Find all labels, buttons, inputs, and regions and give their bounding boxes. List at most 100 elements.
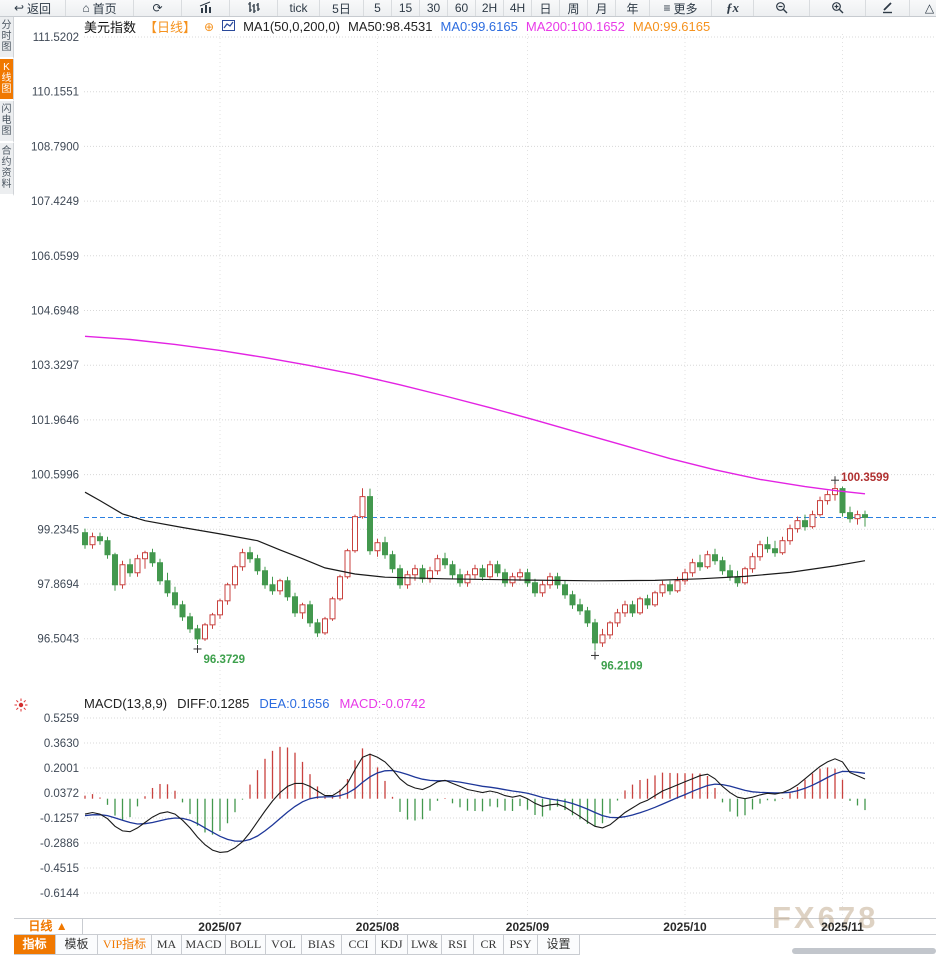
- timeframe-5-button-label: 5: [374, 1, 381, 15]
- timeframe-5d-button[interactable]: 5日: [320, 0, 364, 16]
- sidebar-tab-contract-info[interactable]: 合约资料: [0, 143, 14, 196]
- bar-chart-icon: [199, 1, 212, 16]
- svg-text:100.5996: 100.5996: [31, 470, 79, 482]
- indicator-tab-macd[interactable]: MACD: [182, 935, 226, 955]
- indicator-tab-vol[interactable]: VOL: [266, 935, 302, 955]
- ma-settings-label: MA1(50,0,200,0): [243, 19, 340, 34]
- zoom-out-icon: [775, 1, 788, 16]
- ma0-blue-value: MA0:99.6165: [440, 19, 518, 34]
- svg-text:0.3630: 0.3630: [44, 738, 79, 750]
- timeframe-week-button-label: 周: [567, 1, 580, 16]
- svg-text:108.7900: 108.7900: [31, 141, 79, 153]
- timeframe-2h-button[interactable]: 2H: [476, 0, 504, 16]
- indicator-tab-cr[interactable]: CR: [474, 935, 504, 955]
- back-button[interactable]: ↩ 返回: [0, 0, 66, 16]
- ma200-value: MA200:100.1652: [525, 19, 625, 34]
- home-button[interactable]: ⌂ 首页: [66, 0, 134, 16]
- ohlc-icon: [247, 1, 260, 16]
- indicator-tab-bias[interactable]: BIAS: [302, 935, 342, 955]
- more-button[interactable]: ≡ 更多: [650, 0, 712, 16]
- indicator-tab-kdj[interactable]: KDJ: [376, 935, 408, 955]
- timeframe-day-button[interactable]: 日: [532, 0, 560, 16]
- timeframe-tick-button[interactable]: tick: [278, 0, 320, 16]
- pencil-icon: [881, 1, 894, 16]
- timeframe-30-button[interactable]: 30: [420, 0, 448, 16]
- indicator-tab-indicators[interactable]: 指标: [14, 935, 56, 955]
- ma50-line: [84, 491, 866, 582]
- chart-type-bar-button[interactable]: [182, 0, 230, 16]
- timeframe-30-button-label: 30: [426, 1, 441, 15]
- add-overlay-icon[interactable]: ⊕: [204, 19, 215, 34]
- macd-diff-line: [84, 753, 866, 853]
- svg-text:0.5259: 0.5259: [44, 713, 79, 725]
- home-icon: ⌂: [82, 1, 90, 15]
- timeframe-year-button[interactable]: 年: [616, 0, 650, 16]
- macd-dea-line: [84, 769, 866, 842]
- timeframe-week-button[interactable]: 周: [560, 0, 588, 16]
- indicator-tab-settings[interactable]: 设置: [538, 935, 580, 955]
- period-tag: 【日线】: [144, 20, 197, 35]
- draw-button[interactable]: [866, 0, 910, 16]
- svg-text:0.0372: 0.0372: [44, 788, 79, 800]
- timeframe-tick-button-label: tick: [289, 1, 308, 15]
- svg-text:110.1551: 110.1551: [32, 87, 79, 99]
- refresh-icon: ⟳: [152, 1, 163, 15]
- indicator-tab-psy[interactable]: PSY: [504, 935, 538, 955]
- svg-text:101.9646: 101.9646: [31, 415, 79, 427]
- back-icon: ↩: [13, 1, 25, 15]
- timeframe-5-button[interactable]: 5: [364, 0, 392, 16]
- indicator-tab-ma[interactable]: MA: [152, 935, 182, 955]
- timeframe-60-button-label: 60: [454, 1, 469, 15]
- indicator-toolbar: 指标 模板 VIP指标 MA MACD BOLL VOL BIAS CCI KDJ LW& RSI CR…: [14, 935, 580, 955]
- indicator-tab-rsi[interactable]: RSI: [442, 935, 474, 955]
- chart-header: 美元指数 【日线】 ⊕ MA1(50,0,200,0) MA50:98.4531…: [84, 19, 711, 35]
- zoom-in-icon: [831, 1, 844, 16]
- macd-dea-value: DEA:0.1656: [259, 696, 330, 711]
- timeframe-2h-button-label: 2H: [481, 1, 498, 15]
- ma0-orange-value: MA0:99.6165: [632, 19, 711, 34]
- top-toolbar: ↩ 返回 ⌂ 首页 ⟳ tick 5日 5 15 30 60 2H 4H 日周月年 ≡ 更多 ƒx △: [0, 0, 936, 17]
- sidebar-tab-time-share[interactable]: 分时图: [0, 17, 14, 59]
- watermark: FX678: [772, 900, 879, 935]
- svg-text:104.6948: 104.6948: [31, 306, 79, 318]
- timeframe-60-button[interactable]: 60: [448, 0, 476, 16]
- timeframe-5d-button-label: 5日: [332, 1, 351, 16]
- svg-text:-0.6144: -0.6144: [40, 888, 80, 900]
- triangle-icon: △: [924, 1, 935, 15]
- macd-axis-labels: 0.5259 0.3630 0.2001 0.0372 -0.1257 -0.2886 -0…: [40, 713, 80, 900]
- zoom-out-button[interactable]: [754, 0, 810, 16]
- svg-text:96.3729: 96.3729: [204, 654, 246, 666]
- ma50-value: MA50:98.4531: [347, 19, 433, 34]
- indicator-tab-lw[interactable]: LW&: [408, 935, 442, 955]
- svg-text:100.3599: 100.3599: [841, 472, 889, 484]
- shape-button[interactable]: △: [910, 0, 936, 16]
- x-axis-strip: [14, 918, 936, 935]
- timeframe-4h-button[interactable]: 4H: [504, 0, 532, 16]
- svg-text:-0.4515: -0.4515: [40, 863, 79, 875]
- chart-type-ohlc-button[interactable]: [230, 0, 278, 16]
- period-selector[interactable]: 日线 ▲: [14, 919, 83, 934]
- timeframe-month-button[interactable]: 月: [588, 0, 616, 16]
- macd-settings-icon[interactable]: [14, 698, 28, 717]
- svg-text:96.2109: 96.2109: [601, 660, 643, 672]
- timeframe-15-button[interactable]: 15: [392, 0, 420, 16]
- svg-text:107.4249: 107.4249: [31, 196, 79, 208]
- ma200-line: [84, 335, 866, 495]
- horizontal-scrollbar-thumb[interactable]: [792, 948, 936, 954]
- svg-text:-0.2886: -0.2886: [40, 838, 79, 850]
- timeframe-4h-button-label: 4H: [509, 1, 526, 15]
- fx-indicator-button[interactable]: ƒx: [712, 0, 754, 16]
- month-gridlines: [219, 34, 843, 917]
- sidebar-tab-lightning[interactable]: 闪电图: [0, 101, 14, 143]
- zoom-in-button[interactable]: [810, 0, 866, 16]
- price-grid: [84, 36, 936, 640]
- line-chart-icon[interactable]: [222, 19, 236, 34]
- indicator-tab-templates[interactable]: 模板: [56, 935, 98, 955]
- refresh-button[interactable]: ⟳: [134, 0, 182, 16]
- indicator-tab-cci[interactable]: CCI: [342, 935, 376, 955]
- home-button-label: 首页: [92, 1, 117, 16]
- symbol-name: 美元指数: [84, 20, 137, 35]
- indicator-tab-vip-indicators[interactable]: VIP指标: [98, 935, 152, 955]
- indicator-tab-boll[interactable]: BOLL: [226, 935, 266, 955]
